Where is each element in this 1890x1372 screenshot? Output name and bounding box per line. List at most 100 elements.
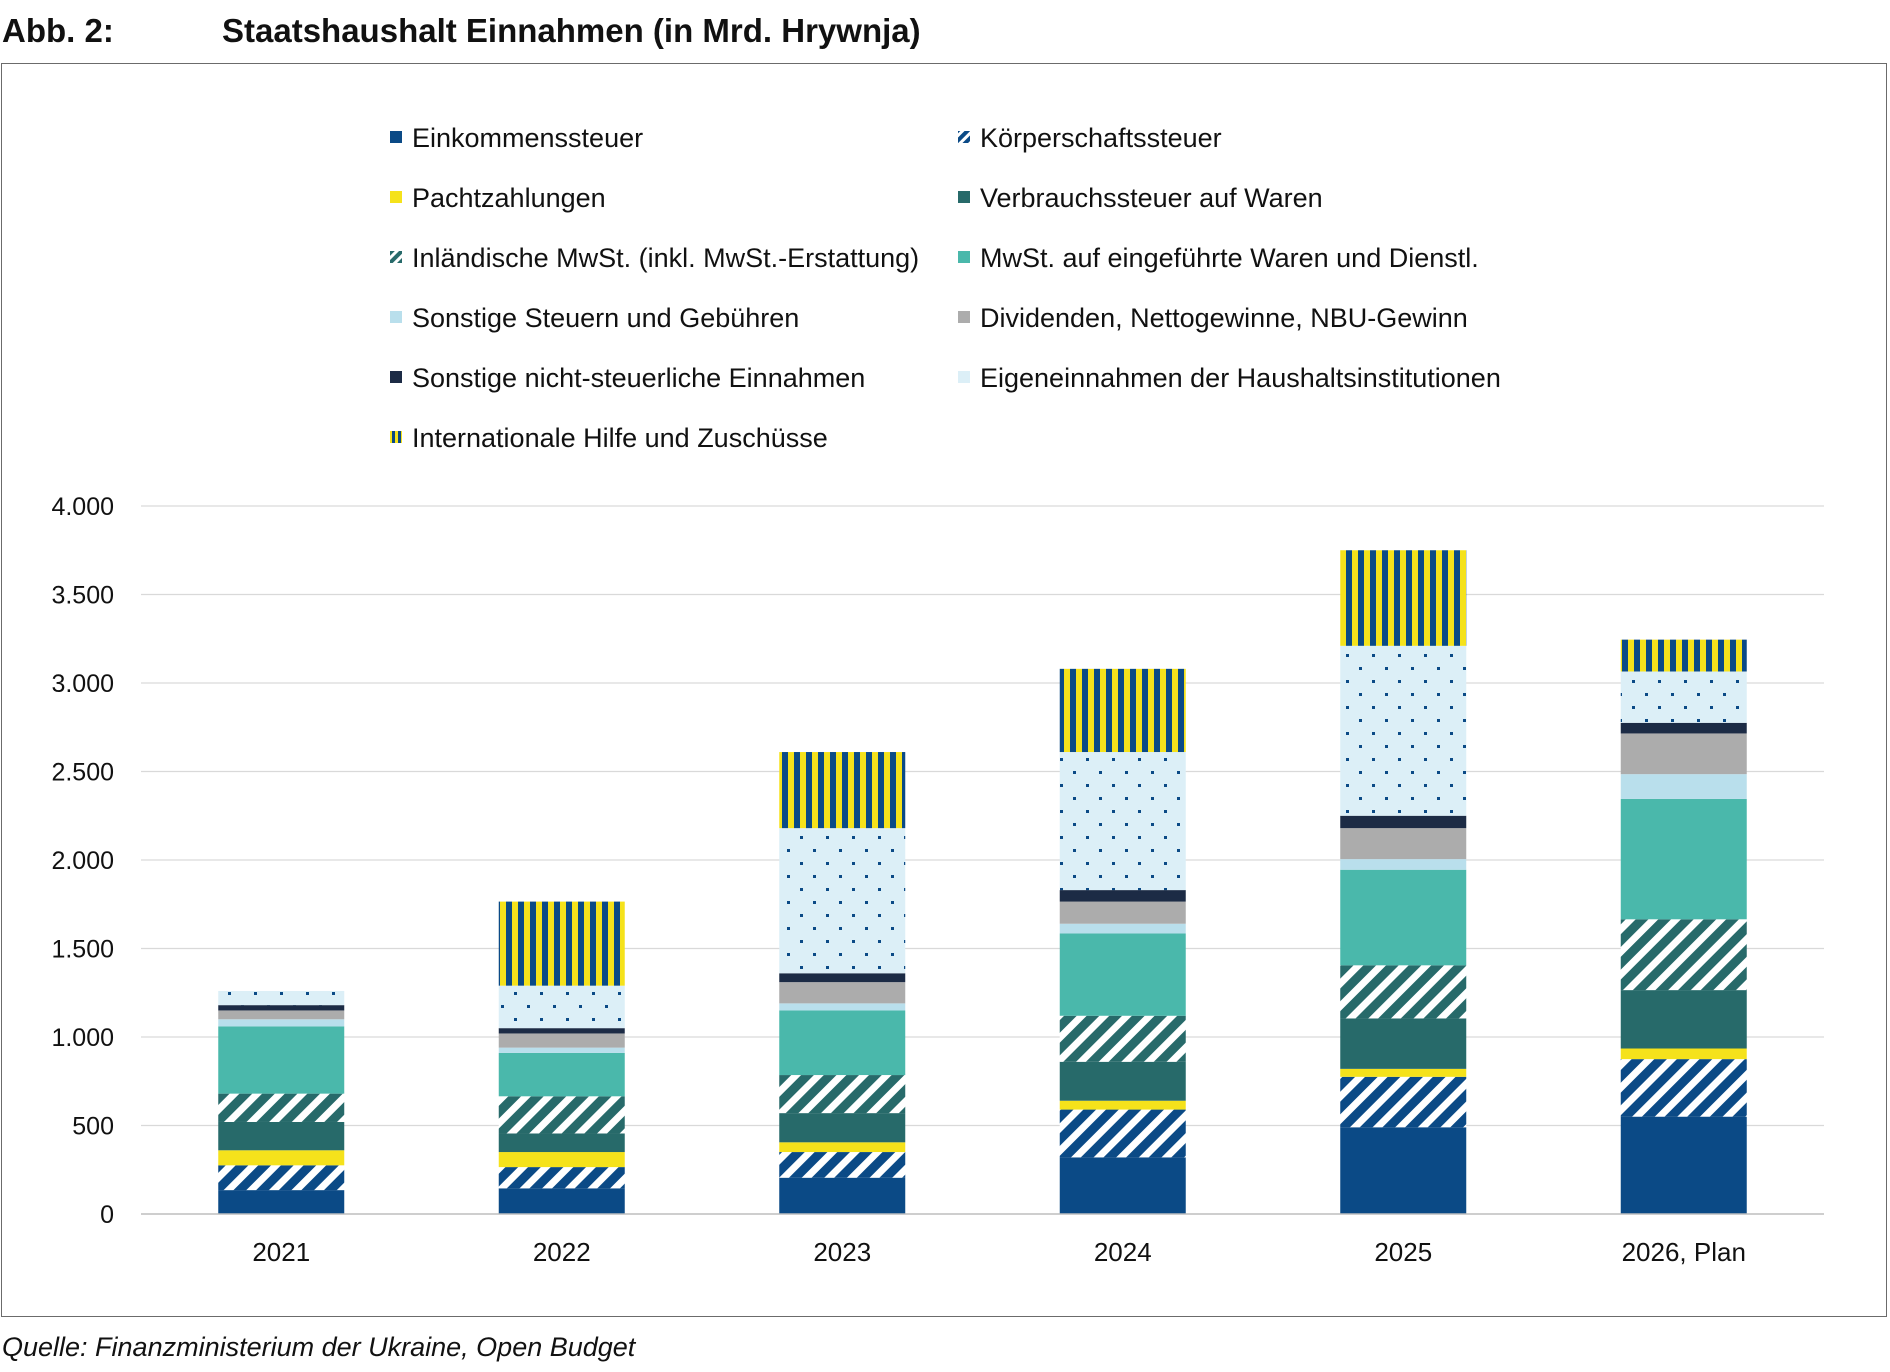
x-tick-label: 2026, Plan <box>1622 1237 1746 1267</box>
bar-segment-sonstige-nicht-steuerliche-einnahmen <box>1059 890 1186 902</box>
legend-swatch-koerperschaftssteuer <box>958 131 970 143</box>
bars <box>218 550 1747 1214</box>
x-tick-label: 2021 <box>252 1237 310 1267</box>
bar-segment-internationale-hilfe-und-zuschuesse <box>1620 639 1747 672</box>
y-tick-label: 3.500 <box>51 582 114 610</box>
x-tick-label: 2022 <box>533 1237 591 1267</box>
y-tick-label: 0 <box>100 1201 114 1229</box>
bar-segment-pachtzahlungen <box>218 1150 345 1166</box>
legend-label-pachtzahlungen: Pachtzahlungen <box>412 183 606 213</box>
bar-segment-dividenden-nettogewinne-nbu-gewinn <box>218 1010 345 1020</box>
x-axis: 2021 2022 2023 2024 2025 2026, Plan <box>141 1213 1824 1267</box>
bar-stack-2024 <box>1059 668 1186 1214</box>
bar-segment-pachtzahlungen <box>779 1142 906 1153</box>
bar-segment-verbrauchssteuer-auf-waren <box>498 1133 625 1153</box>
bar-segment-inlaendische-mwst-inkl-mwst-erstattung <box>1340 965 1467 1019</box>
bar-segment-koerperschaftssteuer <box>1340 1076 1467 1128</box>
bar-segment-koerperschaftssteuer <box>1620 1059 1747 1117</box>
legend-swatch-sonstige-nicht-steuerliche-einnahmen <box>390 371 402 383</box>
legend-swatch-einkommenssteuer <box>390 131 402 143</box>
bar-segment-einkommenssteuer <box>498 1188 625 1214</box>
bar-stack-2026-plan <box>1620 639 1747 1214</box>
legend-swatch-mwst-auf-eingefuehrte-waren-und-dienstl <box>958 251 970 263</box>
bar-segment-internationale-hilfe-und-zuschuesse <box>779 752 906 829</box>
bar-segment-koerperschaftssteuer <box>779 1152 906 1178</box>
bar-segment-sonstige-nicht-steuerliche-einnahmen <box>1340 815 1467 829</box>
legend-label-sonstige-nicht-steuerliche-einnahmen: Sonstige nicht-steuerliche Einnahmen <box>412 363 865 393</box>
bar-segment-mwst-auf-eingefuehrte-waren-und-dienstl <box>1340 869 1467 966</box>
bar-segment-einkommenssteuer <box>779 1177 906 1214</box>
chart-legend: Einkommenssteuer Körperschaftssteuer Pacht… <box>390 123 1501 453</box>
bar-segment-sonstige-steuern-und-gebuehren <box>218 1019 345 1027</box>
y-tick-label: 2.500 <box>51 759 114 787</box>
x-tick-label: 2024 <box>1094 1237 1152 1267</box>
bar-segment-eigeneinnahmen-der-haushaltsinstitutionen <box>779 828 906 974</box>
bar-segment-eigeneinnahmen-der-haushaltsinstitutionen <box>218 990 345 1006</box>
bar-segment-internationale-hilfe-und-zuschuesse <box>498 901 625 986</box>
bar-segment-sonstige-nicht-steuerliche-einnahmen <box>498 1028 625 1034</box>
legend-label-koerperschaftssteuer: Körperschaftssteuer <box>980 123 1222 153</box>
legend-label-inlaendische-mwst-inkl-mwst-erstattung: Inländische MwSt. (inkl. MwSt.-Erstattun… <box>412 243 919 273</box>
bar-segment-sonstige-steuern-und-gebuehren <box>498 1047 625 1053</box>
bar-segment-dividenden-nettogewinne-nbu-gewinn <box>498 1033 625 1048</box>
bar-segment-dividenden-nettogewinne-nbu-gewinn <box>1059 901 1186 924</box>
bar-segment-verbrauchssteuer-auf-waren <box>1340 1018 1467 1069</box>
y-tick-label: 1.500 <box>51 936 114 964</box>
bar-segment-einkommenssteuer <box>1620 1116 1747 1214</box>
bar-segment-verbrauchssteuer-auf-waren <box>1620 990 1747 1049</box>
bar-segment-sonstige-steuern-und-gebuehren <box>1620 774 1747 799</box>
x-tick-label: 2023 <box>813 1237 871 1267</box>
bar-segment-eigeneinnahmen-der-haushaltsinstitutionen <box>1059 752 1186 891</box>
bar-segment-inlaendische-mwst-inkl-mwst-erstattung <box>1620 919 1747 991</box>
bar-segment-pachtzahlungen <box>1340 1068 1467 1077</box>
bar-segment-dividenden-nettogewinne-nbu-gewinn <box>779 982 906 1004</box>
bar-segment-eigeneinnahmen-der-haushaltsinstitutionen <box>1340 645 1467 816</box>
legend-swatch-pachtzahlungen <box>390 191 402 203</box>
bar-segment-inlaendische-mwst-inkl-mwst-erstattung <box>1059 1015 1186 1062</box>
legend-swatch-dividenden-nettogewinne-nbu-gewinn <box>958 311 970 323</box>
bar-stack-2021 <box>218 990 345 1214</box>
figure-title: Staatshaushalt Einnahmen (in Mrd. Hrywnj… <box>222 12 921 49</box>
bar-segment-einkommenssteuer <box>218 1190 345 1214</box>
gridlines <box>141 505 1824 1127</box>
legend-swatch-inlaendische-mwst-inkl-mwst-erstattung <box>390 251 402 263</box>
legend-label-einkommenssteuer: Einkommenssteuer <box>412 123 643 153</box>
legend-swatch-verbrauchssteuer-auf-waren <box>958 191 970 203</box>
bar-stack-2025 <box>1340 550 1467 1214</box>
bar-segment-sonstige-nicht-steuerliche-einnahmen <box>1620 722 1747 734</box>
bar-segment-dividenden-nettogewinne-nbu-gewinn <box>1620 733 1747 775</box>
bar-segment-verbrauchssteuer-auf-waren <box>779 1113 906 1143</box>
y-tick-label: 500 <box>72 1113 114 1141</box>
bar-segment-internationale-hilfe-und-zuschuesse <box>1340 550 1467 646</box>
bar-segment-verbrauchssteuer-auf-waren <box>218 1121 345 1151</box>
bar-segment-pachtzahlungen <box>498 1152 625 1168</box>
bar-segment-internationale-hilfe-und-zuschuesse <box>1059 668 1186 753</box>
legend-swatch-sonstige-steuern-und-gebuehren <box>390 311 402 323</box>
bar-segment-pachtzahlungen <box>1059 1100 1186 1110</box>
bar-segment-inlaendische-mwst-inkl-mwst-erstattung <box>498 1096 625 1134</box>
bar-segment-koerperschaftssteuer <box>218 1165 345 1191</box>
legend-label-internationale-hilfe-und-zuschuesse: Internationale Hilfe und Zuschüsse <box>412 423 828 453</box>
source-note: Quelle: Finanzministerium der Ukraine, O… <box>2 1332 636 1362</box>
legend-label-eigeneinnahmen-der-haushaltsinstitutionen: Eigeneinnahmen der Haushaltsinstitutione… <box>980 363 1501 393</box>
bar-segment-mwst-auf-eingefuehrte-waren-und-dienstl <box>498 1052 625 1097</box>
bar-segment-dividenden-nettogewinne-nbu-gewinn <box>1340 828 1467 860</box>
bar-segment-inlaendische-mwst-inkl-mwst-erstattung <box>218 1093 345 1122</box>
legend-label-sonstige-steuern-und-gebuehren: Sonstige Steuern und Gebühren <box>412 303 799 333</box>
bar-segment-koerperschaftssteuer <box>498 1167 625 1189</box>
bar-segment-mwst-auf-eingefuehrte-waren-und-dienstl <box>779 1010 906 1076</box>
bar-segment-einkommenssteuer <box>1340 1127 1467 1214</box>
y-tick-label: 2.000 <box>51 847 114 875</box>
bar-segment-eigeneinnahmen-der-haushaltsinstitutionen <box>1620 671 1747 723</box>
bar-segment-mwst-auf-eingefuehrte-waren-und-dienstl <box>1059 933 1186 1016</box>
figure-number: Abb. 2: <box>2 12 114 49</box>
bar-segment-verbrauchssteuer-auf-waren <box>1059 1061 1186 1101</box>
bar-segment-koerperschaftssteuer <box>1059 1109 1186 1158</box>
bar-segment-eigeneinnahmen-der-haushaltsinstitutionen <box>498 985 625 1029</box>
bar-segment-mwst-auf-eingefuehrte-waren-und-dienstl <box>1620 798 1747 920</box>
legend-label-mwst-auf-eingefuehrte-waren-und-dienstl: MwSt. auf eingeführte Waren und Dienstl. <box>980 243 1479 273</box>
legend-swatch-internationale-hilfe-und-zuschuesse <box>390 431 402 443</box>
bar-segment-sonstige-steuern-und-gebuehren <box>1059 923 1186 934</box>
figure-header: Abb. 2: Staatshaushalt Einnahmen (in Mrd… <box>0 6 1890 58</box>
legend-label-verbrauchssteuer-auf-waren: Verbrauchssteuer auf Waren <box>980 183 1323 213</box>
